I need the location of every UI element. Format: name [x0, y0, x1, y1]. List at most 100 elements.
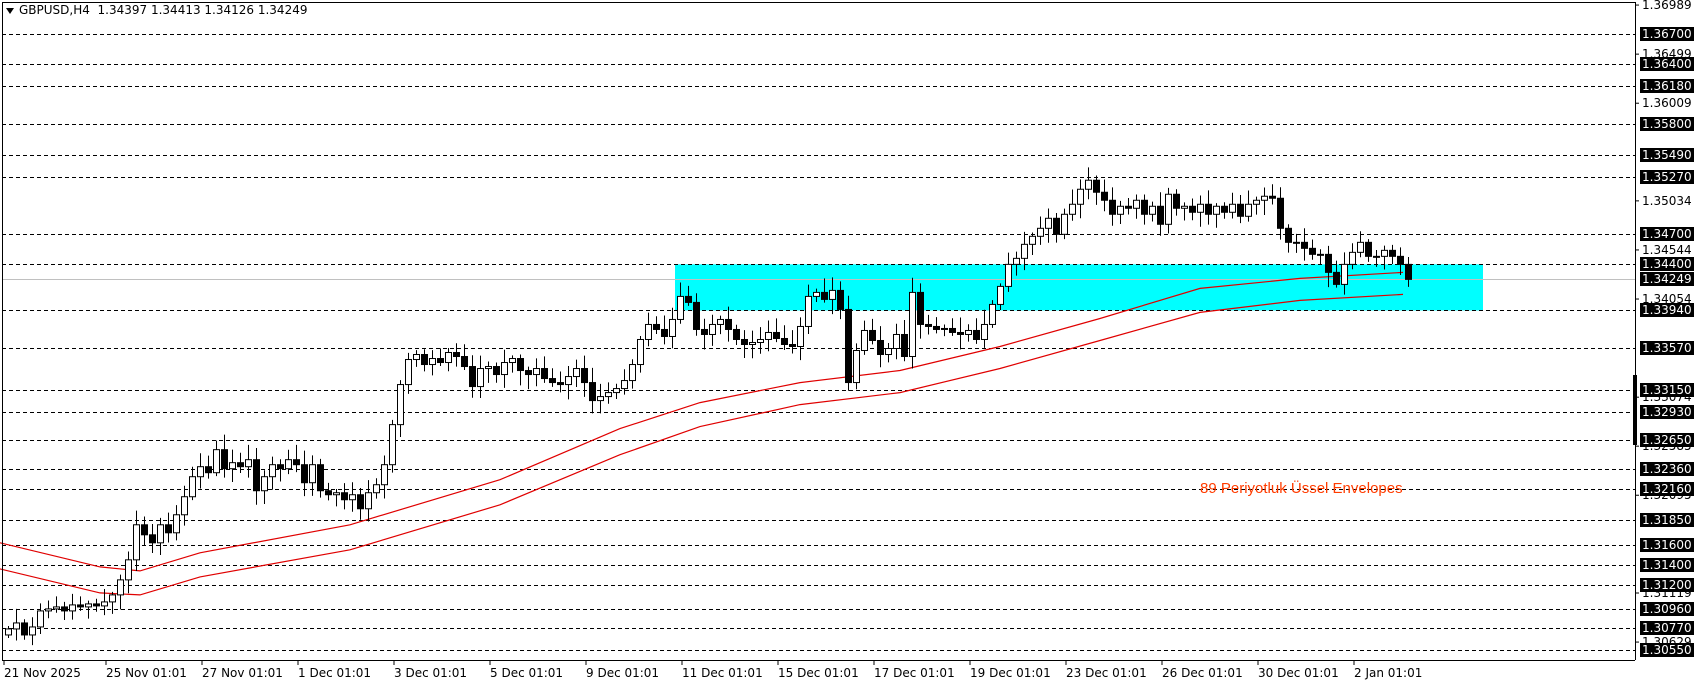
bullish-candle[interactable] — [1149, 205, 1156, 215]
bullish-candle[interactable] — [629, 364, 636, 382]
bullish-candle[interactable] — [213, 449, 220, 474]
bearish-candle[interactable] — [1397, 255, 1404, 265]
bearish-candle[interactable] — [1205, 203, 1212, 215]
bearish-candle[interactable] — [973, 329, 980, 340]
bearish-candle[interactable] — [1285, 227, 1292, 243]
bullish-candle[interactable] — [1229, 203, 1236, 213]
bullish-candle[interactable] — [261, 476, 268, 492]
bullish-candle[interactable] — [45, 608, 52, 612]
bullish-candle[interactable] — [1045, 217, 1052, 229]
bearish-candle[interactable] — [949, 327, 956, 333]
bullish-candle[interactable] — [853, 350, 860, 384]
bearish-candle[interactable] — [1157, 205, 1164, 225]
bullish-candle[interactable] — [885, 348, 892, 356]
bullish-candle[interactable] — [173, 514, 180, 534]
bullish-candle[interactable] — [1245, 203, 1252, 217]
bullish-candle[interactable] — [1013, 257, 1020, 265]
bullish-candle[interactable] — [709, 323, 716, 335]
bearish-candle[interactable] — [877, 339, 884, 356]
bearish-candle[interactable] — [1173, 193, 1180, 209]
bullish-candle[interactable] — [989, 303, 996, 325]
bearish-candle[interactable] — [517, 358, 524, 372]
bullish-candle[interactable] — [909, 291, 916, 358]
bullish-candle[interactable] — [1373, 255, 1380, 258]
bullish-candle[interactable] — [1253, 199, 1260, 205]
bullish-candle[interactable] — [765, 331, 772, 340]
bullish-candle[interactable] — [1197, 203, 1204, 213]
bearish-candle[interactable] — [421, 354, 428, 366]
bullish-candle[interactable] — [1005, 263, 1012, 287]
bearish-candle[interactable] — [845, 308, 852, 384]
bullish-candle[interactable] — [397, 384, 404, 426]
bearish-candle[interactable] — [141, 524, 148, 536]
bearish-candle[interactable] — [589, 382, 596, 402]
bearish-candle[interactable] — [869, 329, 876, 341]
bearish-candle[interactable] — [901, 333, 908, 358]
bullish-candle[interactable] — [1029, 235, 1036, 245]
bullish-candle[interactable] — [109, 594, 116, 603]
bullish-candle[interactable] — [1181, 205, 1188, 209]
bearish-candle[interactable] — [1237, 203, 1244, 217]
bullish-candle[interactable] — [597, 396, 604, 402]
bullish-candle[interactable] — [365, 492, 372, 510]
bearish-candle[interactable] — [221, 449, 228, 470]
bearish-candle[interactable] — [1277, 197, 1284, 229]
bearish-candle[interactable] — [701, 328, 708, 335]
bullish-candle[interactable] — [509, 358, 516, 364]
bearish-candle[interactable] — [149, 534, 156, 544]
bullish-candle[interactable] — [965, 329, 972, 335]
bullish-candle[interactable] — [1317, 253, 1324, 256]
bullish-candle[interactable] — [245, 459, 252, 468]
bullish-candle[interactable] — [285, 459, 292, 470]
bearish-candle[interactable] — [541, 368, 548, 380]
bearish-candle[interactable] — [437, 358, 444, 364]
bearish-candle[interactable] — [93, 603, 100, 607]
bearish-candle[interactable] — [469, 366, 476, 388]
bullish-candle[interactable] — [445, 352, 452, 364]
bullish-candle[interactable] — [349, 494, 356, 501]
bullish-candle[interactable] — [85, 603, 92, 608]
bullish-candle[interactable] — [429, 358, 436, 366]
bullish-candle[interactable] — [413, 354, 420, 361]
bullish-candle[interactable] — [69, 604, 76, 612]
bullish-candle[interactable] — [677, 295, 684, 320]
bearish-candle[interactable] — [837, 289, 844, 310]
bearish-candle[interactable] — [357, 494, 364, 510]
bearish-candle[interactable] — [933, 325, 940, 330]
bearish-candle[interactable] — [277, 464, 284, 470]
bearish-candle[interactable] — [1269, 195, 1276, 199]
bullish-candle[interactable] — [1261, 195, 1268, 201]
bullish-candle[interactable] — [37, 610, 44, 628]
bearish-candle[interactable] — [821, 291, 828, 300]
bullish-candle[interactable] — [381, 464, 388, 486]
bearish-candle[interactable] — [21, 622, 28, 636]
bullish-candle[interactable] — [125, 559, 132, 581]
bearish-candle[interactable] — [341, 492, 348, 501]
bullish-candle[interactable] — [1357, 241, 1364, 253]
bearish-candle[interactable] — [1053, 217, 1060, 235]
bullish-candle[interactable] — [637, 338, 644, 366]
bearish-candle[interactable] — [925, 323, 932, 327]
bearish-candle[interactable] — [741, 338, 748, 345]
bullish-candle[interactable] — [669, 318, 676, 337]
bullish-candle[interactable] — [477, 368, 484, 388]
bearish-candle[interactable] — [1365, 241, 1372, 257]
bearish-candle[interactable] — [653, 323, 660, 330]
bullish-candle[interactable] — [101, 601, 108, 607]
bullish-candle[interactable] — [1341, 263, 1348, 285]
bullish-candle[interactable] — [1165, 193, 1172, 225]
bullish-candle[interactable] — [997, 285, 1004, 305]
bullish-candle[interactable] — [389, 424, 396, 466]
bearish-candle[interactable] — [1301, 241, 1308, 249]
bearish-candle[interactable] — [733, 328, 740, 340]
bullish-candle[interactable] — [1133, 199, 1140, 209]
bullish-candle[interactable] — [941, 327, 948, 330]
bullish-candle[interactable] — [605, 392, 612, 398]
bullish-candle[interactable] — [1077, 188, 1084, 205]
bearish-candle[interactable] — [957, 331, 964, 335]
bullish-candle[interactable] — [1037, 227, 1044, 237]
bearish-candle[interactable] — [317, 464, 324, 492]
bullish-candle[interactable] — [117, 579, 124, 596]
dropdown-triangle-icon[interactable] — [6, 7, 14, 14]
bullish-candle[interactable] — [1085, 179, 1092, 190]
